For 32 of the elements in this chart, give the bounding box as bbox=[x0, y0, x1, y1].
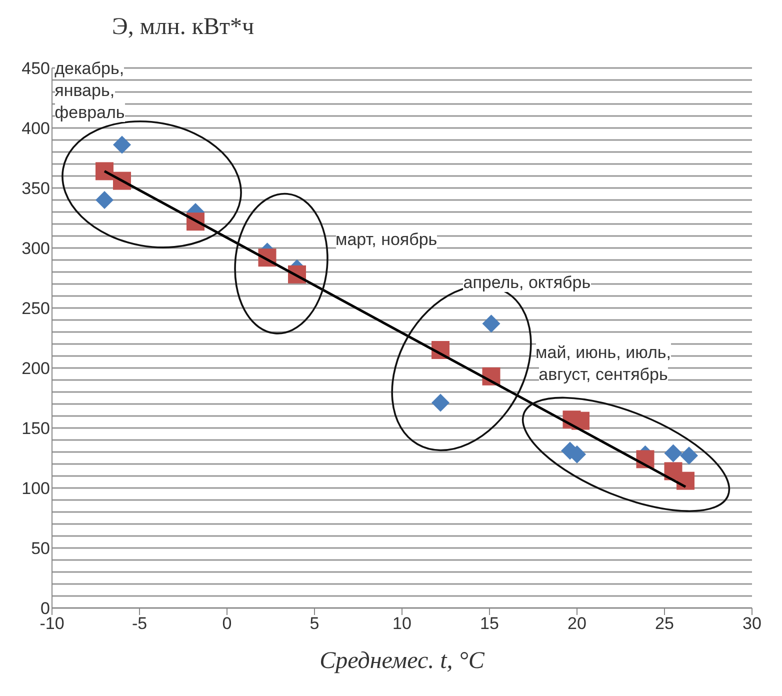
y-tick-label: 100 bbox=[22, 479, 50, 498]
y-axis-title: Э, млн. кВт*ч bbox=[112, 14, 254, 41]
y-tick-label: 150 bbox=[22, 419, 50, 438]
y-tick-label: 450 bbox=[22, 59, 50, 78]
x-tick-label: 20 bbox=[568, 614, 586, 634]
x-tick-label: 30 bbox=[742, 614, 762, 634]
point bbox=[482, 314, 500, 333]
annotation: апрель, октябрь bbox=[463, 273, 591, 292]
y-tick-label: 300 bbox=[22, 239, 50, 258]
y-tick-label: 200 bbox=[22, 359, 50, 378]
y-tick-label: 350 bbox=[22, 179, 50, 198]
x-tick-label: 5 bbox=[310, 614, 320, 634]
point bbox=[96, 162, 114, 180]
x-tick-label: 10 bbox=[392, 614, 412, 634]
x-axis-title: Среднемес. t, °C bbox=[318, 648, 486, 675]
y-tick-label: 400 bbox=[22, 119, 50, 138]
point bbox=[664, 444, 682, 462]
x-tick-label: 15 bbox=[480, 614, 499, 634]
annotation: декабрь, январь, февраль bbox=[54, 59, 125, 122]
x-tick-label: 25 bbox=[655, 614, 674, 634]
point bbox=[680, 446, 698, 465]
point bbox=[113, 136, 131, 154]
point bbox=[432, 394, 450, 412]
y-tick-label: 250 bbox=[22, 299, 50, 318]
y-tick-label: 50 bbox=[31, 539, 50, 558]
point bbox=[676, 472, 694, 490]
x-tick-label: 0 bbox=[222, 614, 232, 634]
point bbox=[572, 412, 590, 430]
x-tick-label: -5 bbox=[132, 614, 148, 634]
point bbox=[96, 191, 114, 209]
annotation: март, ноябрь bbox=[336, 230, 438, 249]
annotation: май, июнь, июль, август, сентябрь bbox=[536, 342, 671, 384]
